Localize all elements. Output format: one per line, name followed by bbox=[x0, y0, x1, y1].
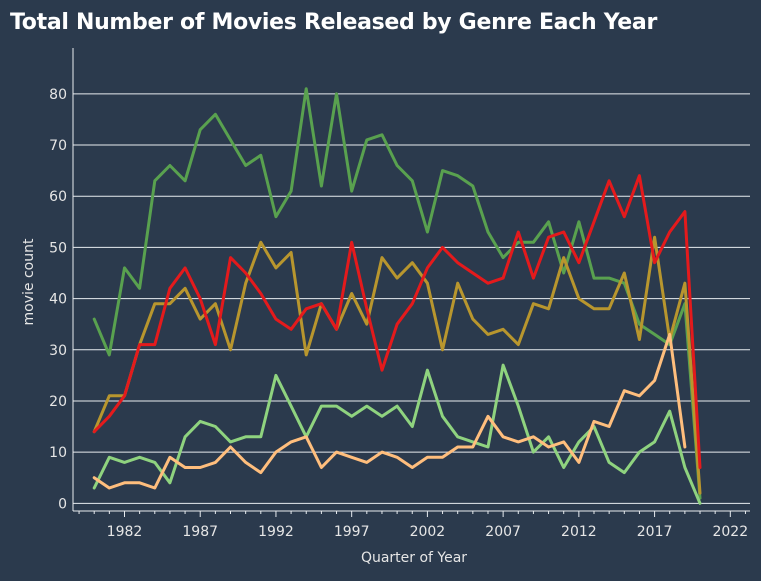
x-tick-label: 2012 bbox=[561, 524, 597, 540]
y-tick-label: 20 bbox=[49, 394, 67, 410]
x-tick-label: 1997 bbox=[334, 524, 370, 540]
x-tick-label: 2022 bbox=[712, 524, 748, 540]
x-axis: 1982 1987 1992 1997 2002 2007 2012 2017 2022 bbox=[72, 48, 750, 540]
y-tick-label: 60 bbox=[49, 189, 67, 205]
series-line-2 bbox=[92, 235, 702, 495]
x-tick-label: 2007 bbox=[485, 524, 521, 540]
y-tick-label: 50 bbox=[49, 240, 67, 256]
y-axis-ticks: 0 10 20 30 40 50 60 70 80 bbox=[49, 87, 67, 512]
series-lines bbox=[92, 87, 702, 505]
y-tick-label: 10 bbox=[49, 445, 67, 461]
x-tick-label: 1992 bbox=[258, 524, 294, 540]
x-tick-label: 1987 bbox=[182, 524, 218, 540]
x-axis-label: Quarter of Year bbox=[361, 550, 467, 566]
x-tick-label: 2002 bbox=[410, 524, 446, 540]
series-line-5 bbox=[92, 332, 687, 490]
y-tick-label: 0 bbox=[58, 496, 67, 512]
y-tick-label: 80 bbox=[49, 87, 67, 103]
y-tick-label: 70 bbox=[49, 138, 67, 154]
x-tick-label: 1982 bbox=[107, 524, 143, 540]
y-tick-label: 30 bbox=[49, 343, 67, 359]
x-tick-label: 2017 bbox=[637, 524, 673, 540]
series-line-1 bbox=[92, 87, 702, 500]
series-line-4 bbox=[92, 363, 702, 505]
y-axis-label: movie count bbox=[21, 238, 37, 325]
gridlines bbox=[73, 93, 750, 504]
chart-title: Total Number of Movies Released by Genre… bbox=[10, 10, 658, 35]
series-line-3 bbox=[92, 174, 702, 469]
y-tick-label: 40 bbox=[49, 292, 67, 308]
